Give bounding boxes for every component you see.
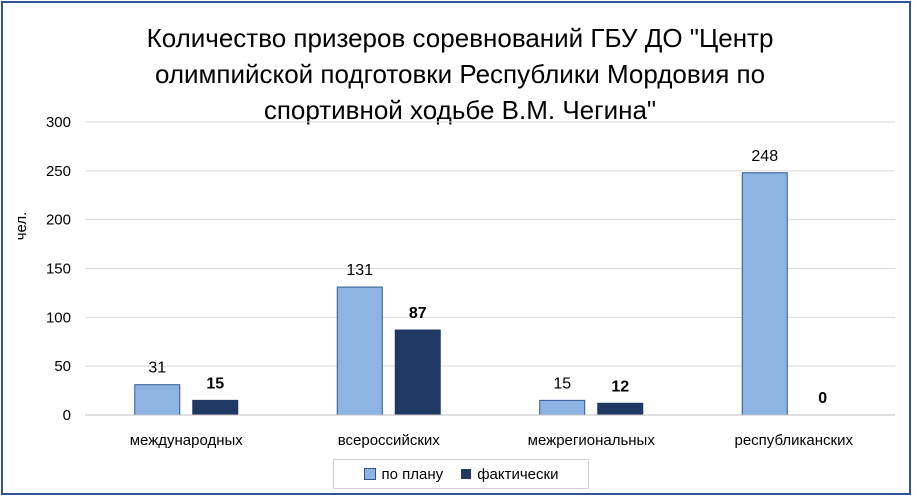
bar — [134, 384, 181, 416]
x-tick-label: международных — [130, 432, 244, 449]
chart-title-line: Количество призеров соревнований ГБУ ДО … — [146, 23, 774, 53]
data-label: 131 — [346, 262, 373, 279]
bar — [597, 402, 644, 416]
data-label: 15 — [206, 375, 224, 392]
chart-title: Количество призеров соревнований ГБУ ДО … — [60, 20, 860, 128]
data-label: 15 — [553, 375, 571, 392]
x-tick-label: межрегиональных — [528, 432, 656, 449]
bar — [741, 172, 788, 416]
data-label: 0 — [818, 390, 827, 407]
legend-swatch — [363, 468, 376, 480]
y-tick-label: 50 — [54, 358, 71, 375]
bar — [539, 399, 586, 416]
y-tick-label: 300 — [46, 114, 71, 131]
chart-title-line: олимпийской подготовки Республики Мордов… — [154, 59, 766, 89]
legend-item-plan: по плану — [363, 465, 444, 483]
bar — [336, 286, 383, 416]
data-label: 12 — [611, 378, 629, 395]
data-label: 248 — [751, 148, 778, 165]
data-label: 87 — [409, 305, 427, 322]
y-tick-label: 250 — [46, 163, 71, 180]
y-tick-label: 200 — [46, 212, 71, 229]
legend-label: фактически — [477, 465, 559, 483]
legend-item-actual: фактически — [461, 466, 558, 483]
chart-title-line: спортивной ходьбе В.М. Чегина" — [263, 95, 657, 125]
legend: по плану фактически — [333, 459, 589, 489]
x-tick-label: всероссийских — [338, 432, 441, 449]
legend-swatch — [461, 469, 472, 479]
y-tick-label: 150 — [46, 261, 71, 278]
bar — [394, 329, 441, 416]
data-label: 31 — [148, 360, 166, 377]
legend-label: по плану — [381, 465, 444, 483]
bar — [192, 399, 239, 416]
y-tick-label: 0 — [63, 407, 71, 424]
y-tick-label: 100 — [46, 309, 71, 326]
x-tick-label: республиканских — [735, 432, 854, 449]
